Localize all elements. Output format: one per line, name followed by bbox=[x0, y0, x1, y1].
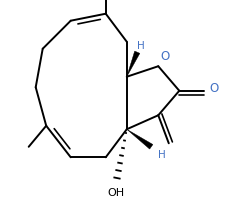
Polygon shape bbox=[127, 52, 140, 77]
Polygon shape bbox=[127, 130, 153, 149]
Text: OH: OH bbox=[108, 187, 125, 197]
Text: O: O bbox=[161, 50, 170, 63]
Text: O: O bbox=[210, 81, 219, 94]
Text: H: H bbox=[158, 149, 166, 159]
Text: H: H bbox=[137, 41, 145, 51]
